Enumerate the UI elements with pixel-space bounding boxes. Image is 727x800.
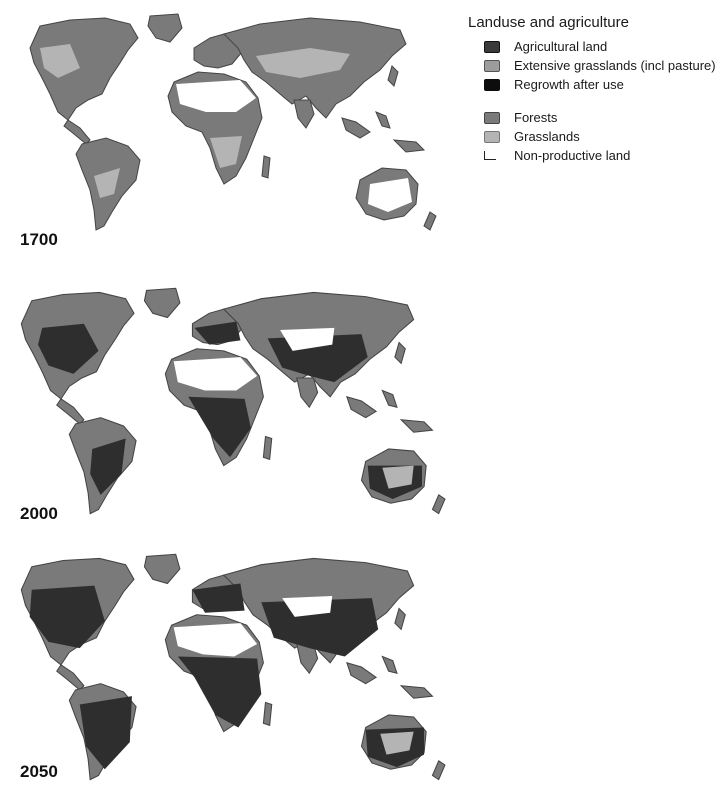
- map-panel-2000: 2000: [0, 282, 460, 523]
- legend-item-forests: Forests: [484, 108, 723, 127]
- regrowth-swatch: [484, 78, 500, 91]
- map-legend: Landuse and agriculture Agricultural lan…: [468, 14, 723, 165]
- legend-item-regrowth: Regrowth after use: [484, 75, 723, 94]
- legend-item-agricultural-land: Agricultural land: [484, 37, 723, 56]
- legend-item-grasslands: Grasslands: [484, 127, 723, 146]
- map-year-label: 2000: [20, 504, 58, 523]
- legend-label: Forests: [514, 110, 558, 125]
- map-year-label: 1700: [20, 230, 58, 249]
- world-map-1700: [29, 13, 437, 231]
- legend-item-extensive-grasslands: Extensive grasslands (incl pasture): [484, 56, 723, 75]
- extensive-grasslands-swatch: [484, 59, 500, 72]
- map-year-label: 2050: [20, 762, 58, 781]
- agricultural-land-swatch: [484, 40, 500, 53]
- world-map-2000: [20, 287, 446, 515]
- legend-item-non-productive: Non-productive land: [484, 146, 723, 165]
- forests-swatch: [484, 111, 500, 124]
- map-panel-1700: 1700: [0, 8, 460, 249]
- legend-label: Non-productive land: [514, 148, 631, 163]
- legend-label: Grasslands: [514, 129, 580, 144]
- grasslands-swatch: [484, 130, 500, 143]
- world-map-2050: [20, 553, 446, 781]
- legend-label: Regrowth after use: [514, 77, 624, 92]
- legend-label: Extensive grasslands (incl pasture): [514, 58, 716, 73]
- map-panel-2050: 2050: [0, 548, 460, 788]
- non-productive-swatch: [484, 151, 496, 160]
- legend-label: Agricultural land: [514, 39, 608, 54]
- legend-title: Landuse and agriculture: [468, 14, 629, 31]
